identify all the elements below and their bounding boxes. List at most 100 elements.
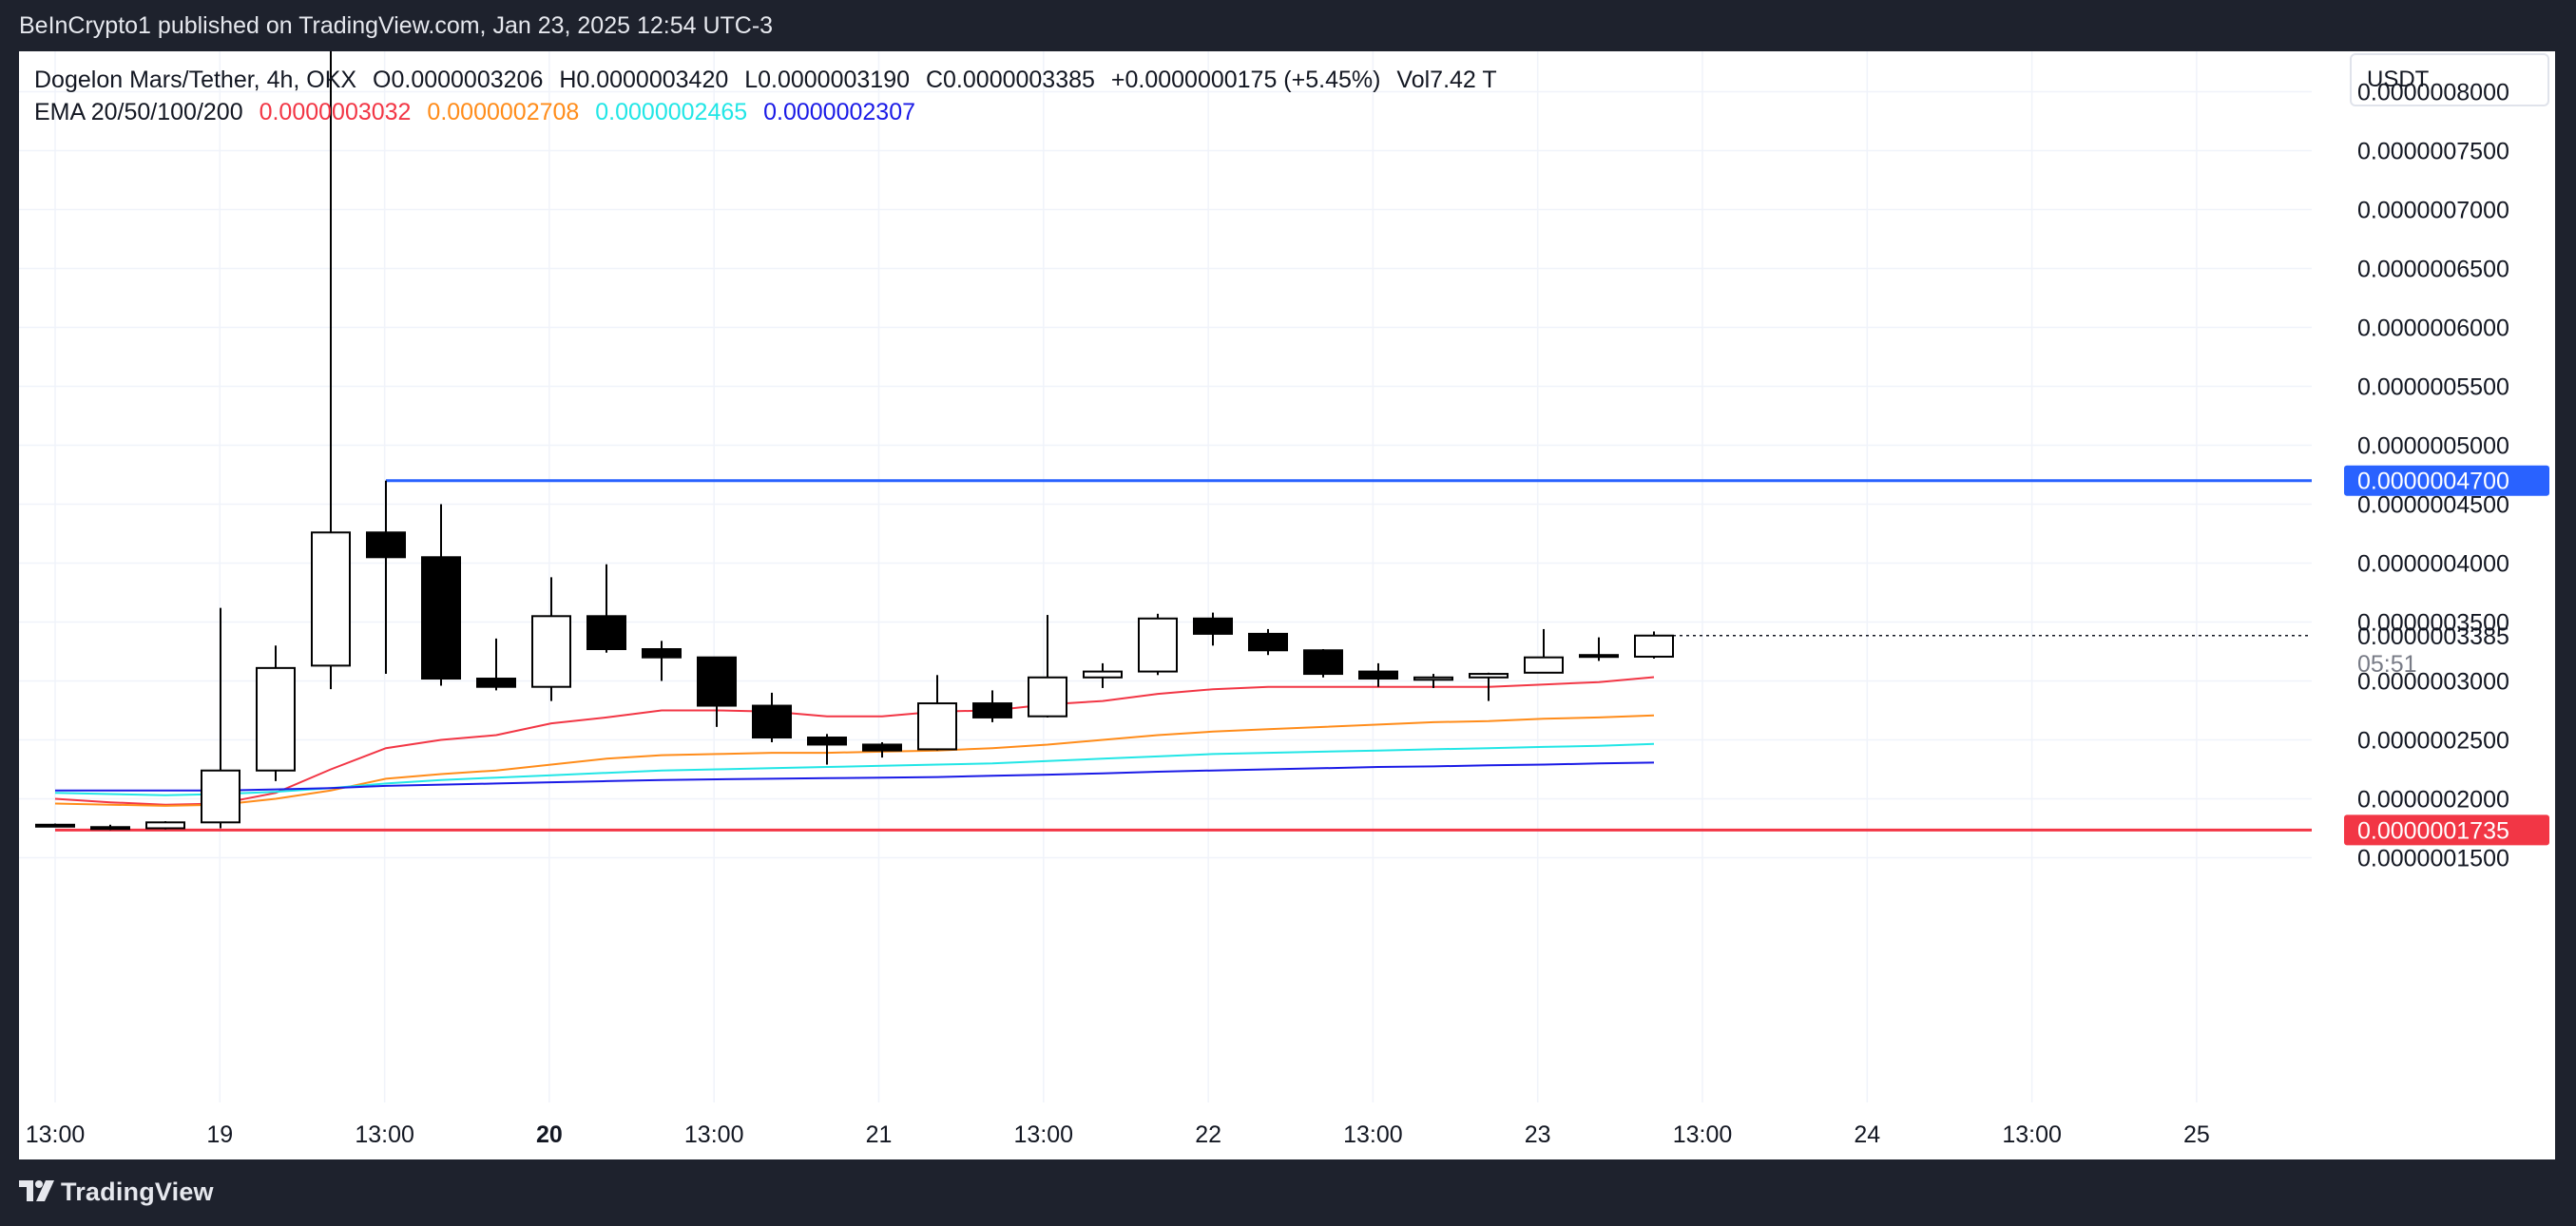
- candle-body: [586, 615, 626, 651]
- candle-body: [35, 823, 75, 828]
- candle-body: [1358, 670, 1398, 680]
- x-tick-label: 13:00: [26, 1121, 86, 1148]
- y-tick-label: 0.0000004500: [2357, 492, 2509, 519]
- candle-body: [1138, 617, 1178, 673]
- x-tick-label: 20: [536, 1121, 563, 1148]
- ema20-value: 0.0000003032: [259, 99, 412, 125]
- close-label: C: [925, 67, 944, 93]
- chart-panel[interactable]: 0.00000090000.00000085000.00000080000.00…: [19, 51, 2555, 1159]
- low-value: 0.0000003190: [758, 67, 911, 93]
- footer-bar: TradingView: [0, 1159, 2576, 1226]
- y-tick-label: 0.0000007000: [2357, 198, 2509, 224]
- grid-lines: [19, 51, 2312, 1102]
- volume-label: Vol: [1396, 67, 1431, 93]
- candle-body: [1303, 649, 1343, 676]
- y-tick-label: 0.0000002500: [2357, 728, 2509, 755]
- ema-line: [54, 714, 1655, 807]
- x-tick-label: 13:00: [1014, 1121, 1074, 1148]
- y-tick-label: 0.0000008000: [2357, 80, 2509, 106]
- ema-legend: EMA 20/50/100/200 0.0000003032 0.0000002…: [34, 99, 915, 126]
- ema200-value: 0.0000002307: [763, 99, 915, 125]
- candle-body: [1028, 676, 1067, 718]
- x-tick-label: 13:00: [1343, 1121, 1403, 1148]
- level-price-tag: [2344, 814, 2549, 846]
- level-price-label: 0.0000001735: [2357, 817, 2509, 844]
- candle-body: [421, 556, 461, 680]
- bar-countdown: 05:51: [2357, 651, 2417, 678]
- horizontal-levels: [55, 479, 2312, 832]
- symbol-name: Dogelon Mars/Tether, 4h, OKX: [34, 67, 357, 93]
- y-tick-label: 0.0000005500: [2357, 374, 2509, 401]
- candle-body: [642, 648, 682, 659]
- x-tick-label: 13:00: [355, 1121, 414, 1148]
- candlestick-chart[interactable]: 0.00000090000.00000085000.00000080000.00…: [19, 51, 2555, 1159]
- volume-value: 7.42 T: [1430, 67, 1497, 93]
- y-tick-label: 0.0000003000: [2357, 669, 2509, 696]
- candle-body: [917, 702, 957, 751]
- currency-label: USDT: [2367, 67, 2430, 92]
- candle-body: [1413, 676, 1453, 681]
- candle-body: [476, 678, 516, 688]
- publisher-bar: BeInCrypto1 published on TradingView.com…: [0, 0, 2576, 51]
- y-tick-label: 0.0000003500: [2357, 610, 2509, 637]
- ema-line: [54, 676, 1655, 806]
- close-value: 0.0000003385: [943, 67, 1095, 93]
- y-tick-label: 0.0000001500: [2357, 846, 2509, 872]
- change-value: +0.0000000175 (+5.45%): [1110, 67, 1381, 93]
- candle-body: [145, 821, 185, 830]
- level-price-label: 0.0000004700: [2357, 469, 2509, 495]
- ema50-value: 0.0000002708: [427, 99, 580, 125]
- time-axis[interactable]: 13:00 19 13:00 20 13:00 21 13:00 22 13:00 23 13:00…: [26, 1121, 2210, 1148]
- y-tick-label: 0.0000005000: [2357, 433, 2509, 460]
- y-tick-label: 0.0000004000: [2357, 551, 2509, 578]
- x-tick-label: 13:00: [684, 1121, 744, 1148]
- candle-body: [1193, 617, 1233, 635]
- y-tick-label: 0.0000002000: [2357, 787, 2509, 814]
- x-tick-label: 13:00: [1673, 1121, 1733, 1148]
- candle-body: [90, 826, 130, 831]
- candle-body: [1524, 656, 1564, 674]
- candle-body: [1579, 654, 1619, 659]
- high-value: 0.0000003420: [576, 67, 729, 93]
- tradingview-brand[interactable]: TradingView: [61, 1178, 214, 1206]
- candle-body: [1248, 632, 1288, 652]
- candle-body: [311, 531, 351, 667]
- x-tick-label: 22: [1195, 1121, 1221, 1148]
- x-tick-label: 21: [866, 1121, 893, 1148]
- ema100-value: 0.0000002465: [595, 99, 748, 125]
- level-price-tag: [2344, 465, 2549, 496]
- y-tick-label: 0.0000006500: [2357, 257, 2509, 283]
- x-tick-label: 24: [1854, 1121, 1880, 1148]
- price-axis[interactable]: 0.00000090000.00000085000.00000080000.00…: [2344, 51, 2549, 872]
- open-label: O: [373, 67, 392, 93]
- candle-body: [366, 531, 406, 559]
- symbol-legend: Dogelon Mars/Tether, 4h, OKX O0.00000032…: [34, 67, 1497, 94]
- low-label: L: [744, 67, 759, 93]
- y-tick-label: 0.0000007500: [2357, 139, 2509, 165]
- candle-body: [752, 704, 792, 739]
- ema-label: EMA 20/50/100/200: [34, 99, 243, 125]
- x-tick-label: 25: [2183, 1121, 2210, 1148]
- x-tick-label: 23: [1525, 1121, 1551, 1148]
- ema-line: [55, 761, 1655, 792]
- tradingview-logo-icon[interactable]: [19, 1178, 55, 1203]
- currency-selector[interactable]: USDT: [2350, 53, 2549, 106]
- open-value: 0.0000003206: [391, 67, 544, 93]
- candle-body: [531, 615, 571, 688]
- last-price-label: 0.0000003385: [2357, 623, 2509, 650]
- high-label: H: [559, 67, 577, 93]
- candle-body: [201, 769, 240, 824]
- candle-body: [972, 702, 1012, 718]
- y-tick-label: 0.0000006000: [2357, 316, 2509, 342]
- candles: [35, 51, 1674, 831]
- candle-body: [862, 743, 902, 752]
- candle-body: [1083, 670, 1123, 679]
- candle-body: [807, 737, 847, 746]
- candle-body: [1469, 673, 1509, 679]
- candle-body: [256, 666, 296, 772]
- candle-body: [697, 656, 737, 707]
- publisher-text: BeInCrypto1 published on TradingView.com…: [19, 12, 774, 39]
- x-tick-label: 19: [206, 1121, 233, 1148]
- candle-body: [1634, 634, 1674, 658]
- x-tick-label: 13:00: [2002, 1121, 2062, 1148]
